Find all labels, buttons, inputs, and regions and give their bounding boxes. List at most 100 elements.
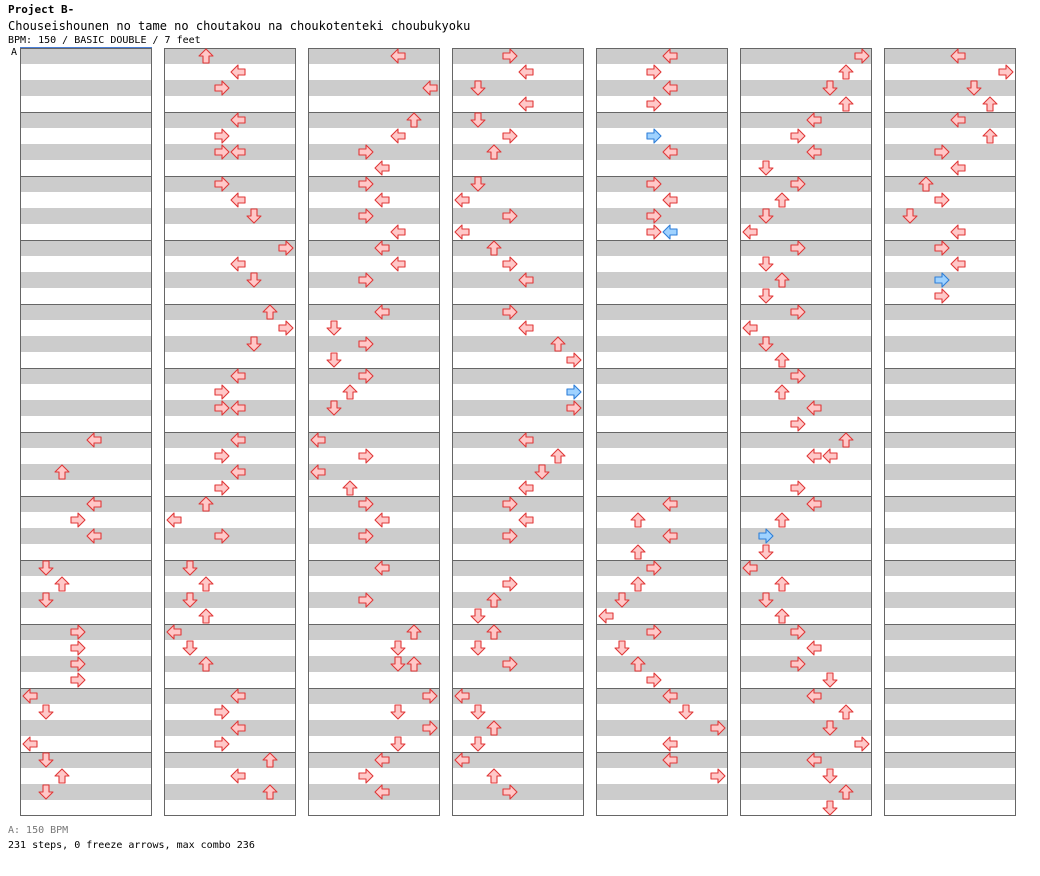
beat-stripe: [596, 720, 728, 736]
chart-column: [308, 48, 440, 816]
beat-stripe: [308, 272, 440, 288]
arrow-shape: [342, 480, 358, 496]
arrow-note: [470, 80, 486, 96]
arrow-note: [230, 432, 246, 448]
arrow-shape: [278, 320, 294, 336]
chart-column: [452, 48, 584, 816]
arrow-note: [758, 544, 774, 560]
beat-stripe: [884, 528, 1016, 544]
arrow-shape: [374, 512, 390, 528]
arrow-shape: [390, 640, 406, 656]
arrow-note: [662, 48, 678, 64]
arrow-note: [230, 256, 246, 272]
arrow-shape: [774, 608, 790, 624]
arrow-note: [278, 240, 294, 256]
arrow-note: [198, 656, 214, 672]
arrow-note: [470, 736, 486, 752]
arrow-shape: [566, 400, 582, 416]
beat-stripe: [884, 592, 1016, 608]
arrow-note: [454, 688, 470, 704]
column-border: [452, 48, 584, 816]
beat-stripe: [596, 240, 728, 256]
arrow-shape: [214, 736, 230, 752]
arrow-shape: [950, 48, 966, 64]
arrow-shape: [918, 176, 934, 192]
arrow-shape: [934, 192, 950, 208]
arrow-shape: [262, 304, 278, 320]
arrow-note: [646, 176, 662, 192]
arrow-shape: [230, 192, 246, 208]
beat-stripe: [596, 688, 728, 704]
beat-stripe: [308, 208, 440, 224]
arrow-shape: [470, 704, 486, 720]
beat-stripe: [164, 464, 296, 480]
arrow-shape: [854, 48, 870, 64]
beat-stripe: [452, 496, 584, 512]
arrow-shape: [710, 768, 726, 784]
beat-stripe: [308, 336, 440, 352]
arrow-note: [646, 624, 662, 640]
beat-stripe: [596, 656, 728, 672]
arrow-note: [646, 672, 662, 688]
arrow-shape: [502, 128, 518, 144]
arrow-shape: [502, 304, 518, 320]
arrow-note: [502, 128, 518, 144]
arrow-shape: [502, 48, 518, 64]
arrow-note: [390, 704, 406, 720]
beat-stripe: [596, 464, 728, 480]
arrow-note: [374, 512, 390, 528]
arrow-shape: [774, 192, 790, 208]
beat-stripe: [596, 208, 728, 224]
arrow-note: [214, 528, 230, 544]
beat-stripe: [308, 432, 440, 448]
arrow-note: [454, 192, 470, 208]
arrow-shape: [502, 656, 518, 672]
arrow-shape: [822, 448, 838, 464]
arrow-shape: [646, 224, 662, 240]
arrow-shape: [998, 64, 1014, 80]
arrow-shape: [198, 48, 214, 64]
arrow-shape: [806, 640, 822, 656]
arrow-note: [182, 592, 198, 608]
arrow-note: [214, 448, 230, 464]
arrow-shape: [374, 192, 390, 208]
arrow-note: [662, 736, 678, 752]
arrow-shape: [470, 176, 486, 192]
beat-stripe: [452, 368, 584, 384]
arrow-shape: [454, 224, 470, 240]
arrow-note: [614, 640, 630, 656]
arrow-note: [326, 352, 342, 368]
arrow-note: [806, 400, 822, 416]
arrow-note: [214, 480, 230, 496]
beat-stripe: [20, 272, 152, 288]
arrow-note: [950, 256, 966, 272]
arrow-note: [678, 704, 694, 720]
arrow-shape: [806, 400, 822, 416]
arrow-shape: [950, 256, 966, 272]
arrow-note: [982, 128, 998, 144]
arrow-shape: [22, 688, 38, 704]
arrow-shape: [486, 144, 502, 160]
arrow-shape: [230, 400, 246, 416]
arrow-note: [646, 208, 662, 224]
beat-stripe: [884, 720, 1016, 736]
arrow-shape: [310, 432, 326, 448]
arrow-note: [742, 224, 758, 240]
arrow-note: [502, 208, 518, 224]
arrow-note-offbeat: [758, 528, 774, 544]
arrow-note: [758, 208, 774, 224]
arrow-note: [518, 320, 534, 336]
arrow-note: [262, 784, 278, 800]
arrow-note: [742, 320, 758, 336]
chart-column: [884, 48, 1016, 816]
arrow-shape: [662, 736, 678, 752]
beat-stripe: [596, 304, 728, 320]
arrow-shape: [902, 208, 918, 224]
arrow-shape: [374, 752, 390, 768]
arrow-shape: [502, 784, 518, 800]
arrow-shape: [822, 672, 838, 688]
arrow-note: [70, 512, 86, 528]
beat-stripe: [596, 592, 728, 608]
arrow-shape: [614, 592, 630, 608]
arrow-shape: [646, 624, 662, 640]
